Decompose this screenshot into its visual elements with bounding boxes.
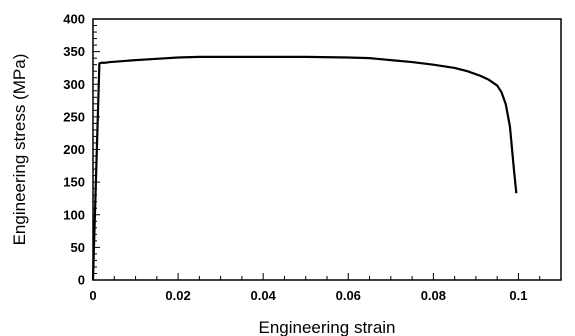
y-tick-label: 350 bbox=[63, 44, 85, 59]
y-axis-ticks: 0 50 100 150 200 250 300 350 400 bbox=[63, 12, 100, 288]
y-tick-label: 400 bbox=[63, 12, 85, 27]
stress-strain-curve bbox=[91, 55, 518, 281]
y-axis-title: Engineering stress (MPa) bbox=[10, 54, 29, 246]
y-tick-label: 300 bbox=[63, 77, 85, 92]
x-tick-label: 0.08 bbox=[421, 288, 446, 303]
plot-frame bbox=[92, 18, 562, 281]
x-tick-label: 0.04 bbox=[251, 288, 277, 303]
x-axis-title: Engineering strain bbox=[258, 318, 395, 336]
y-tick-label: 0 bbox=[78, 273, 85, 288]
x-tick-label: 0.02 bbox=[165, 288, 190, 303]
y-tick-label: 100 bbox=[63, 207, 85, 222]
x-tick-label: 0.06 bbox=[336, 288, 361, 303]
y-tick-label: 50 bbox=[71, 240, 85, 255]
y-tick-label: 200 bbox=[63, 142, 85, 157]
x-tick-label: 0.1 bbox=[509, 288, 527, 303]
series-layer bbox=[91, 55, 518, 281]
y-tick-label: 250 bbox=[63, 109, 85, 124]
x-tick-label: 0 bbox=[89, 288, 96, 303]
x-axis-ticks: 0 0.02 0.04 0.06 0.08 0.1 bbox=[89, 273, 562, 303]
y-tick-label: 150 bbox=[63, 175, 85, 190]
